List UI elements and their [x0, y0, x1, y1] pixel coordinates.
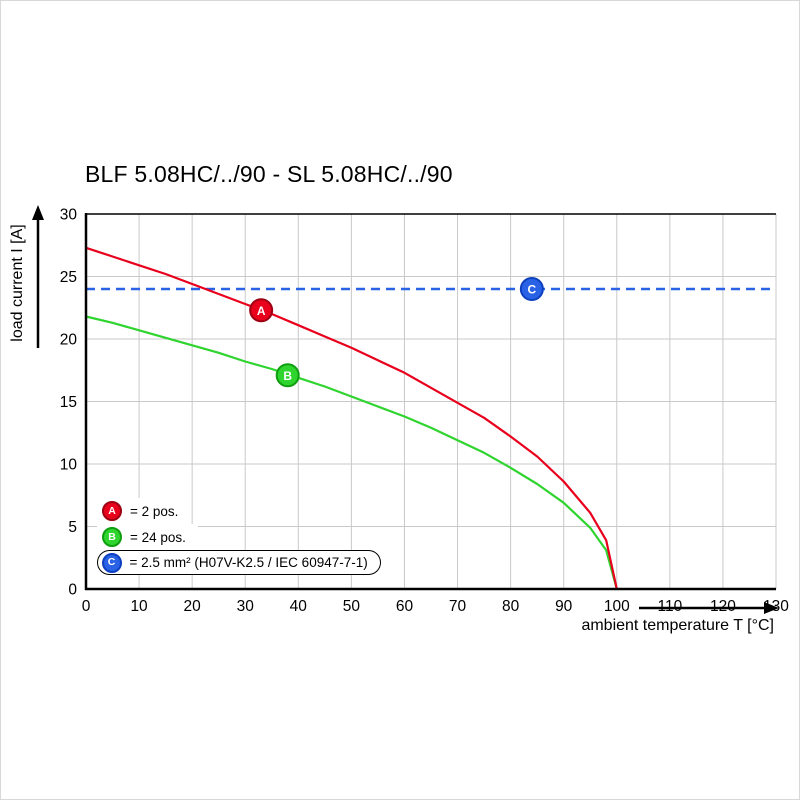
- svg-text:B: B: [283, 369, 292, 383]
- svg-text:100: 100: [604, 598, 630, 615]
- x-axis-label: ambient temperature T [°C]: [581, 617, 774, 634]
- svg-text:0: 0: [68, 582, 77, 599]
- series-b-letter: B: [108, 530, 116, 543]
- svg-text:25: 25: [60, 269, 77, 286]
- svg-text:110: 110: [657, 598, 682, 615]
- chart-title: BLF 5.08HC/../90 - SL 5.08HC/../90: [85, 161, 453, 187]
- svg-text:30: 30: [60, 207, 78, 224]
- legend-item-a: A = 2 pos.: [97, 498, 191, 524]
- svg-text:5: 5: [68, 519, 77, 536]
- legend-text-a: = 2 pos.: [130, 503, 179, 519]
- svg-text:20: 20: [184, 598, 202, 615]
- series-a-badge: A: [102, 501, 122, 521]
- legend-text-c: = 2.5 mm² (H07V-K2.5 / IEC 60947-7-1): [129, 555, 368, 570]
- legend-item-c: C = 2.5 mm² (H07V-K2.5 / IEC 60947-7-1): [97, 550, 381, 575]
- series-a-letter: A: [108, 504, 116, 517]
- legend-item-b: B = 24 pos.: [97, 524, 198, 550]
- series-c-letter: C: [107, 556, 116, 569]
- svg-text:10: 10: [60, 457, 78, 474]
- svg-text:90: 90: [555, 598, 573, 615]
- svg-text:C: C: [528, 283, 537, 297]
- svg-text:80: 80: [502, 598, 520, 615]
- svg-text:60: 60: [396, 598, 414, 615]
- svg-text:120: 120: [710, 598, 736, 615]
- svg-text:A: A: [257, 304, 266, 318]
- svg-text:20: 20: [60, 332, 78, 349]
- svg-text:50: 50: [343, 598, 361, 615]
- svg-text:10: 10: [130, 598, 148, 615]
- series-b-badge: B: [102, 527, 122, 547]
- svg-text:70: 70: [449, 598, 467, 615]
- svg-text:40: 40: [290, 598, 308, 615]
- svg-text:30: 30: [237, 598, 255, 615]
- legend-text-b: = 24 pos.: [130, 529, 186, 545]
- svg-text:15: 15: [60, 394, 77, 411]
- svg-text:0: 0: [82, 598, 91, 615]
- chart-legend: A = 2 pos. B = 24 pos. C = 2.5 mm² (H07V…: [97, 498, 381, 575]
- series-c-badge: C: [101, 552, 122, 573]
